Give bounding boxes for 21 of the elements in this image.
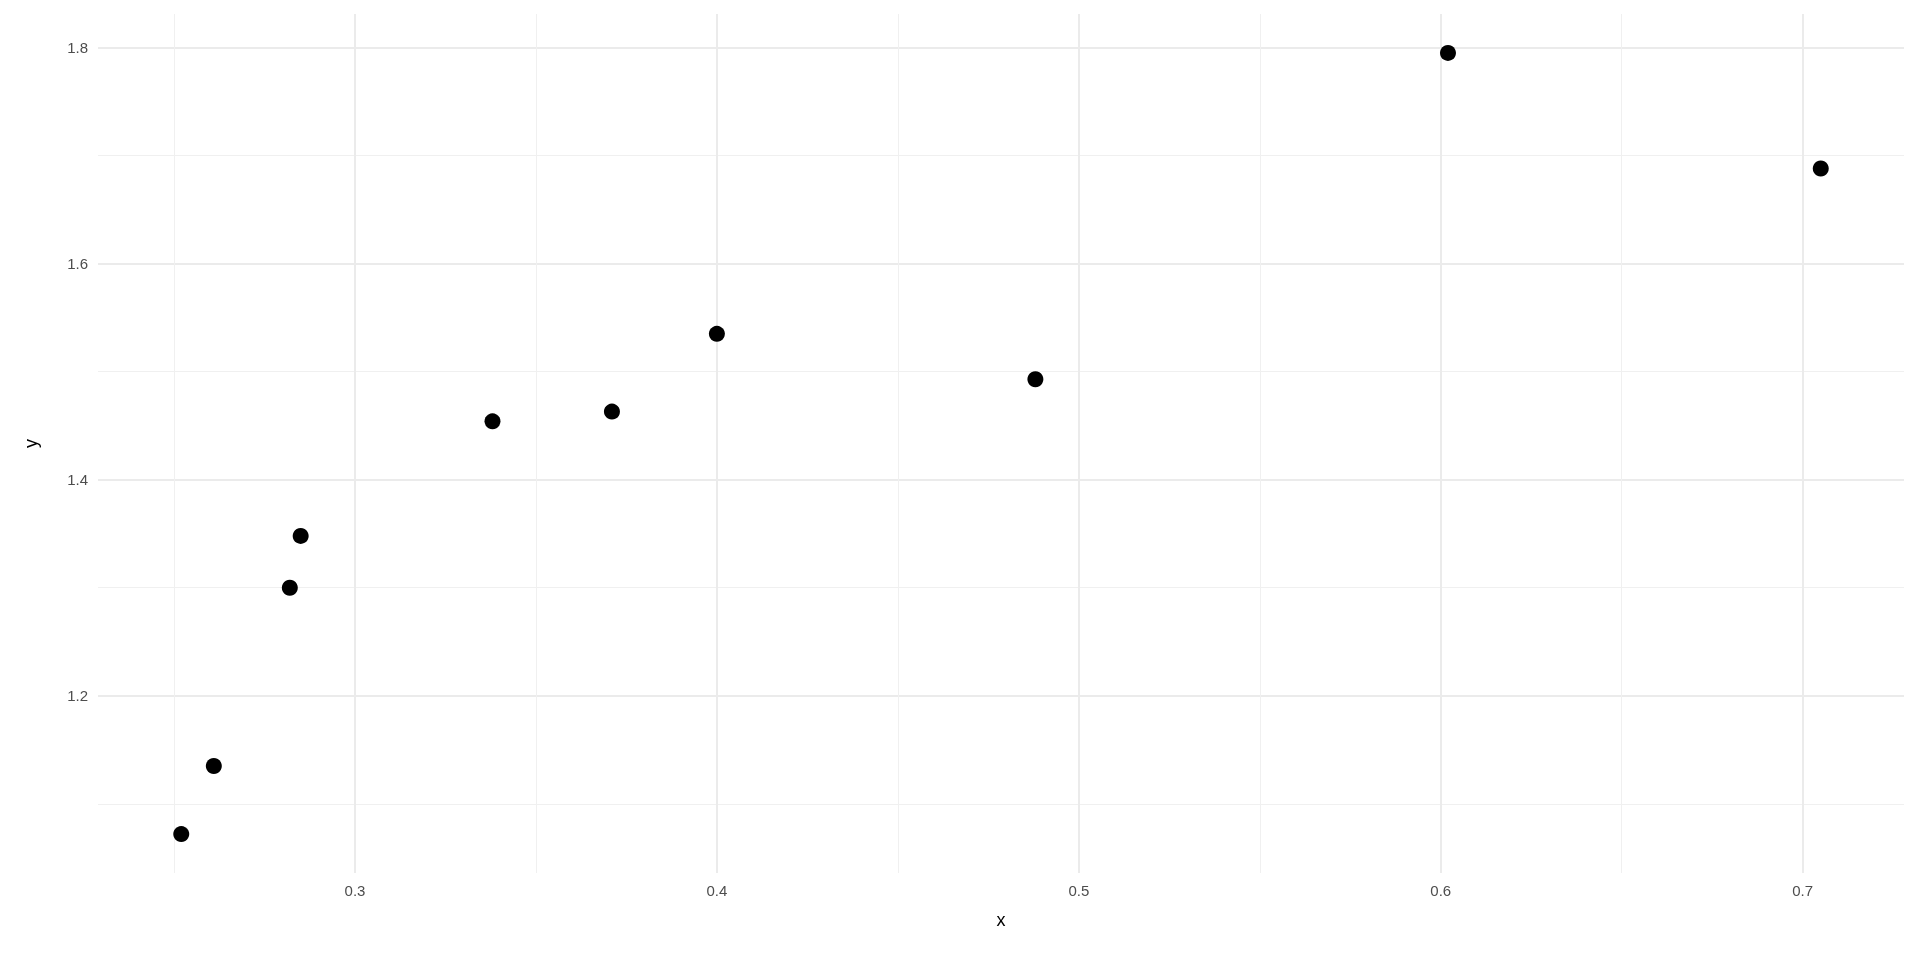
point (205, 758, 222, 775)
point (281, 579, 298, 596)
x-tick-label: 0.4 (706, 882, 728, 899)
y-tick-label: 1.6 (67, 255, 88, 273)
point (1027, 371, 1044, 388)
x-axis-title: x (996, 910, 1006, 930)
point (292, 527, 309, 544)
y-tick-label: 1.4 (67, 471, 88, 489)
y-tick-label: 1.8 (67, 39, 88, 56)
point (173, 826, 190, 843)
x-tick-label: 0.6 (1430, 882, 1452, 899)
point (484, 413, 501, 430)
point (1439, 44, 1456, 61)
point (708, 325, 725, 342)
x-tick-label: 0.7 (1792, 882, 1814, 899)
y-tick-label: 1.2 (67, 687, 88, 705)
point (1812, 160, 1829, 177)
y-axis-title: y (21, 439, 41, 448)
x-tick-label: 0.5 (1068, 882, 1090, 899)
point (603, 403, 620, 420)
x-tick-label: 0.3 (344, 882, 366, 899)
